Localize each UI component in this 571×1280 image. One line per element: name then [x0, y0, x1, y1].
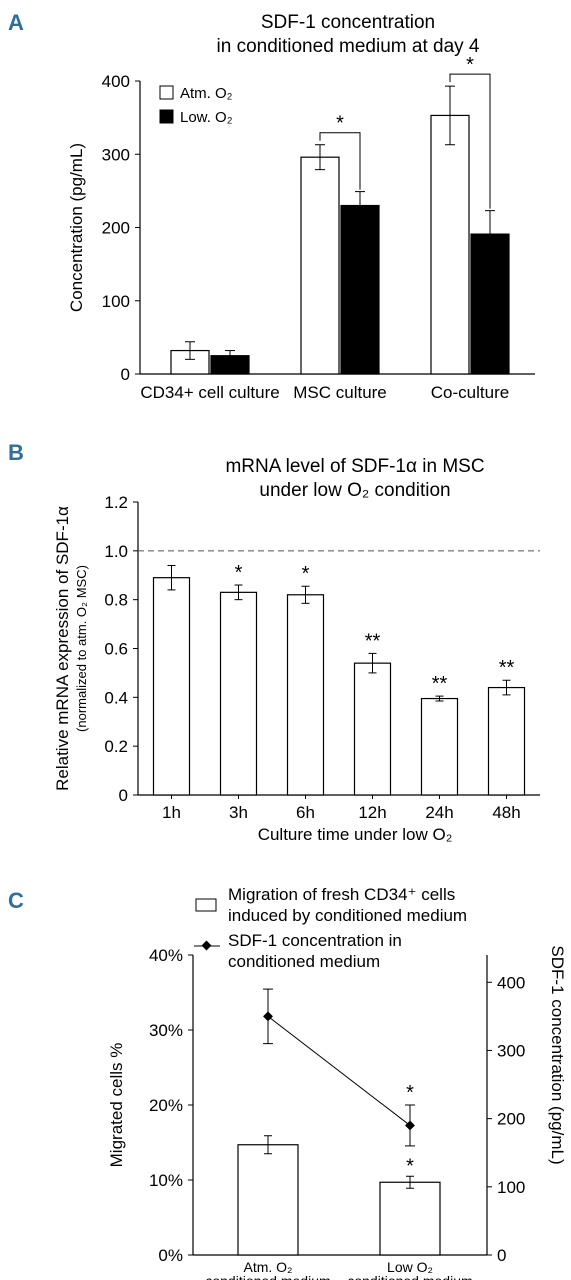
chart-a-legend-label: Low. O₂ [180, 109, 233, 126]
chart-b-y-tick-label: 0.6 [104, 640, 128, 659]
chart-b-title-line-1: mRNA level of SDF-1α in MSC [225, 456, 484, 477]
chart-c-line-significance: * [406, 1082, 414, 1104]
panel-b-chart: mRNA level of SDF-1α in MSC under low O₂ … [53, 456, 540, 844]
chart-b-y-tick-label: 0.2 [104, 737, 128, 756]
chart-b-x-tick-label: 12h [358, 803, 386, 822]
panel-c-chart: Migration of fresh CD34⁺ cells induced by… [107, 885, 567, 1280]
chart-b-significance-label: ** [499, 657, 515, 679]
chart-a-legend-swatch-low [159, 109, 174, 124]
chart-a-x-tick-label: Co-culture [431, 383, 509, 402]
chart-c-y-tick-label-left: 40% [149, 946, 183, 965]
chart-b-y-tick-label: 0.8 [104, 591, 128, 610]
chart-c-x-tick-label-line-1: Atm. O₂ [244, 1259, 293, 1275]
chart-c-y-tick-label-left: 30% [149, 1021, 183, 1040]
chart-b-y-tick-label: 0 [119, 786, 128, 805]
chart-c-legend-bar-line-2: induced by conditioned medium [228, 906, 467, 925]
chart-c-line-marker [263, 1011, 273, 1022]
chart-c-y-tick-label-right: 200 [497, 1110, 525, 1129]
chart-a-x-tick-label: CD34+ cell culture [140, 383, 279, 402]
chart-a-bar-low [470, 233, 510, 375]
chart-b-x-tick-label: 24h [425, 803, 453, 822]
chart-a-y-tick-label: 200 [102, 219, 130, 238]
panel-a-chart: SDF-1 concentration in conditioned medium… [67, 12, 535, 402]
chart-c-x-tick-label-line-1: Low O₂ [387, 1259, 433, 1275]
chart-b-y-tick-label: 0.4 [104, 688, 128, 707]
chart-a-y-tick-label: 300 [102, 145, 130, 164]
chart-a-y-tick-label: 400 [102, 72, 130, 91]
chart-a-y-tick-label: 100 [102, 292, 130, 311]
panel-label-b: B [8, 440, 24, 465]
chart-c-legend-line-line-1: SDF-1 concentration in [228, 931, 402, 950]
chart-a-bar-atm [300, 156, 340, 375]
chart-a-y-axis-label: Concentration (pg/mL) [67, 143, 86, 312]
panel-label-a: A [8, 10, 24, 35]
chart-a-significance-bracket [449, 73, 491, 209]
chart-c-y-tick-label-right: 300 [497, 1041, 525, 1060]
chart-c-y-tick-label-left: 0% [158, 1246, 183, 1265]
chart-b-bar [152, 577, 191, 796]
chart-b-bar [487, 686, 526, 796]
chart-b-x-tick-label: 48h [492, 803, 520, 822]
chart-b-title-line-2: under low O₂ condition [259, 480, 450, 501]
chart-b-significance-label: ** [432, 673, 448, 695]
chart-b-bar [286, 594, 325, 796]
chart-a-legend-label: Atm. O₂ [180, 85, 233, 102]
chart-c-y-tick-label-right: 400 [497, 973, 525, 992]
chart-a-significance-star: * [466, 54, 474, 76]
chart-c-y-tick-label-right: 100 [497, 1178, 525, 1197]
chart-c-y-axis-label-left: Migrated cells % [107, 1043, 126, 1168]
chart-a-legend-swatch-atm [159, 85, 174, 100]
chart-c-legend-bar-line-1: Migration of fresh CD34⁺ cells [228, 885, 455, 904]
chart-a-y-tick-label: 0 [121, 365, 130, 384]
chart-c-line-marker [405, 1120, 415, 1131]
chart-b-significance-label: * [235, 562, 243, 584]
chart-b-bar [420, 697, 459, 796]
chart-a-bar-atm [430, 114, 470, 375]
chart-a-title-line-1: SDF-1 concentration [261, 12, 435, 33]
chart-b-x-tick-label: 3h [229, 803, 248, 822]
chart-b-significance-label: * [302, 563, 310, 585]
chart-c-line-series [267, 1015, 411, 1126]
chart-b-significance-label: ** [365, 630, 381, 652]
chart-b-x-tick-label: 1h [162, 803, 181, 822]
chart-b-bar [219, 591, 258, 796]
chart-b-x-tick-label: 6h [296, 803, 315, 822]
chart-c-bar [379, 1181, 441, 1256]
chart-c-x-tick-label-line-2: conditioned medium [205, 1273, 330, 1280]
chart-c-x-tick-label-line-2: conditioned medium [347, 1273, 472, 1280]
chart-c-y-tick-label-right: 0 [497, 1246, 506, 1265]
chart-b-bar [353, 662, 392, 796]
chart-c-legend-line-line-2: conditioned medium [228, 952, 380, 971]
chart-a-bar-low [340, 204, 380, 375]
chart-c-bar [237, 1144, 299, 1256]
chart-a-title-line-2: in conditioned medium at day 4 [217, 36, 480, 57]
chart-c-legend-swatch-bar [195, 898, 217, 912]
chart-c-y-axis-label-right: SDF-1 concentration (pg/mL) [548, 945, 567, 1164]
chart-c-y-tick-label-left: 20% [149, 1096, 183, 1115]
chart-b-y-tick-label: 1.0 [104, 542, 128, 561]
chart-c-legend-swatch-marker [201, 940, 212, 951]
chart-c-bar-significance: * [406, 1155, 414, 1177]
panel-label-c: C [8, 888, 24, 913]
chart-a-significance-bracket [319, 132, 361, 190]
chart-b-y-axis-sublabel: (normalized to atm. O₂ MSC) [74, 565, 89, 732]
chart-c-y-tick-label-left: 10% [149, 1171, 183, 1190]
chart-a-significance-star: * [336, 113, 344, 135]
chart-b-x-axis-label: Culture time under low O₂ [258, 825, 453, 844]
chart-b-y-axis-label: Relative mRNA expression of SDF-1α [53, 506, 72, 791]
chart-b-y-tick-label: 1.2 [104, 493, 128, 512]
chart-a-x-tick-label: MSC culture [293, 383, 387, 402]
